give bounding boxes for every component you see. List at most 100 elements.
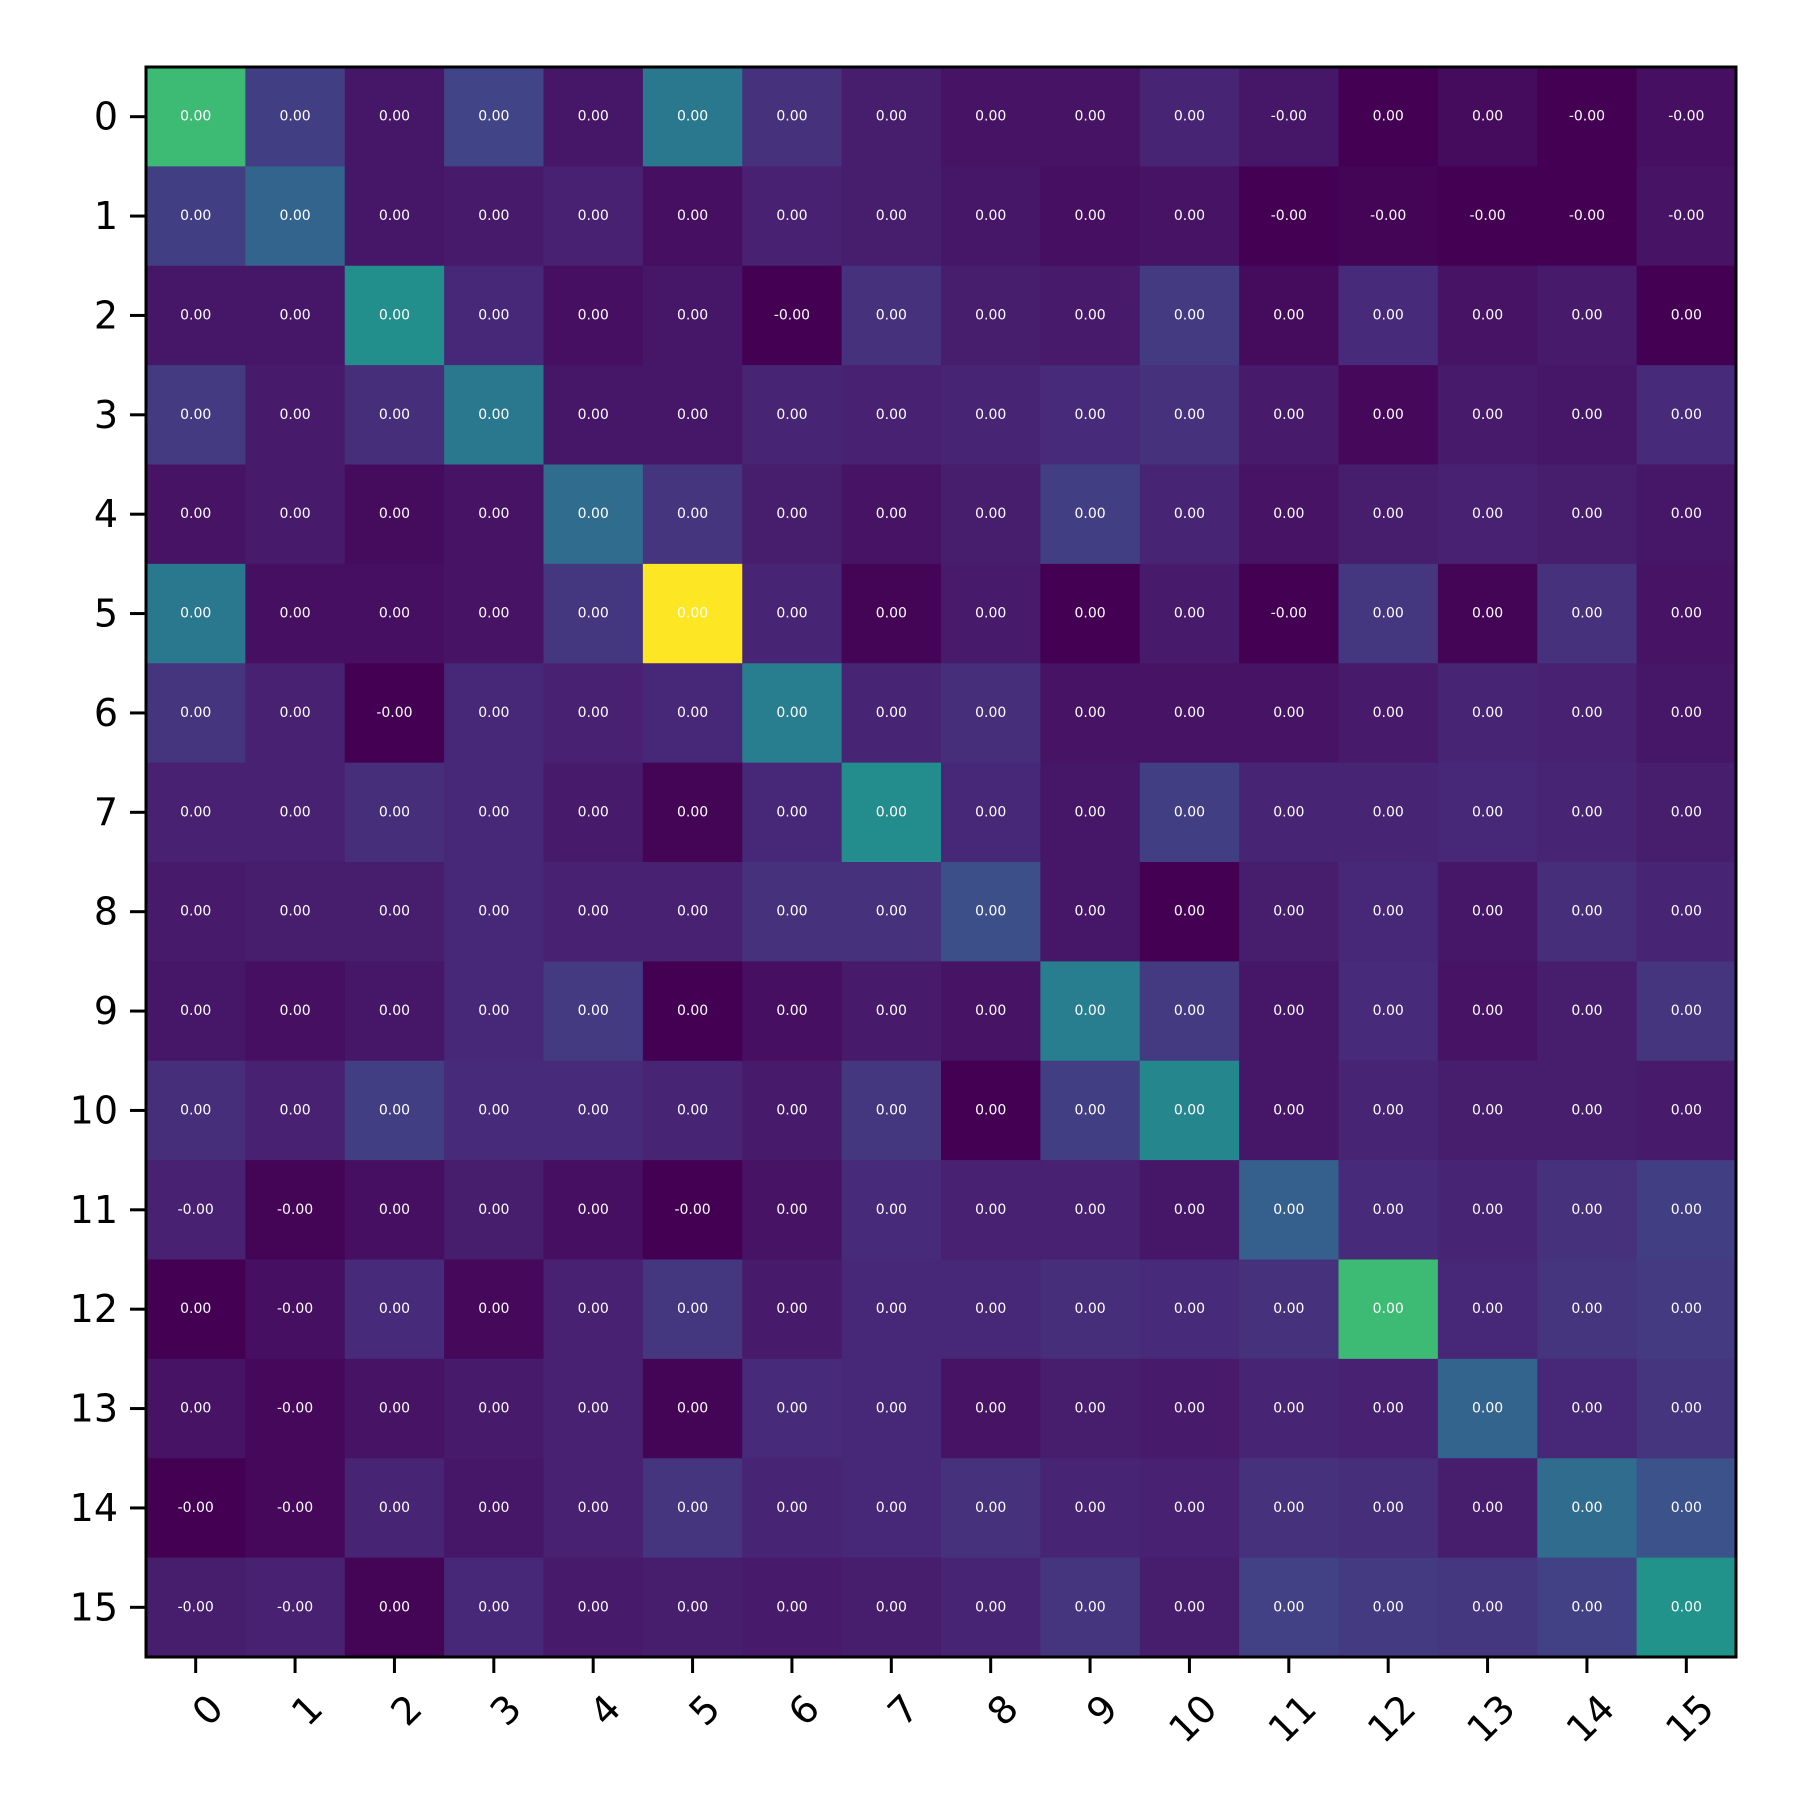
cell-value-label: 0.00	[1174, 904, 1205, 920]
heatmap-cell-r5-c11	[1239, 563, 1339, 664]
cell-value-label: 0.00	[677, 1003, 708, 1019]
heatmap-cell-r7-c10	[1139, 762, 1240, 863]
heatmap-cell-r13-c12	[1338, 1358, 1439, 1459]
heatmap-cell-r6-c12	[1338, 663, 1439, 764]
cell-value-label: 0.00	[876, 1102, 907, 1118]
heatmap-cell-r2-c7	[841, 265, 942, 366]
heatmap-cell-r15-c5	[642, 1557, 743, 1658]
heatmap-cell-r0-c10	[1139, 67, 1240, 167]
cell-value-label: 0.00	[1472, 307, 1503, 323]
heatmap-cell-r5-c15	[1636, 563, 1737, 664]
heatmap-cell-r10-c0	[146, 1060, 246, 1161]
heatmap-cell-r9-c9	[1040, 961, 1141, 1062]
heatmap-cell-r9-c15	[1636, 961, 1737, 1062]
heatmap-cell-r14-c0	[146, 1458, 246, 1559]
cell-value-label: 0.00	[776, 1301, 807, 1317]
heatmap-cell-r7-c11	[1239, 762, 1339, 863]
heatmap-cell-r0-c13	[1437, 67, 1538, 167]
heatmap-cell-r4-c4	[543, 464, 644, 565]
cell-value-label: 0.00	[279, 705, 310, 721]
cell-value-label: -0.00	[1668, 208, 1704, 224]
cell-value-label: 0.00	[1074, 904, 1105, 920]
heatmap-cell-r5-c5	[642, 563, 743, 664]
y-tick-label: 13	[70, 1387, 118, 1431]
x-tick-label: 5	[681, 1686, 729, 1734]
cell-value-label: 0.00	[1074, 307, 1105, 323]
heatmap-cell-r7-c8	[941, 762, 1041, 863]
heatmap-cell-r15-c12	[1338, 1557, 1439, 1658]
x-axis: 0 1 2 3 4 5 6 7 8 9 10 11 12 13 14 15	[184, 1657, 1722, 1751]
cell-value-label: 0.00	[478, 407, 509, 423]
heatmap-cell-r4-c9	[1040, 464, 1141, 565]
heatmap-cell-r11-c6	[742, 1160, 843, 1260]
cell-value-label: 0.00	[876, 1202, 907, 1218]
heatmap-cell-r0-c2	[344, 67, 445, 167]
heatmap-cell-r0-c12	[1338, 67, 1439, 167]
y-tick-label: 8	[94, 890, 118, 934]
cell-value-label: 0.00	[578, 407, 609, 423]
heatmap-cell-r9-c14	[1537, 961, 1638, 1062]
heatmap-cell-r4-c1	[245, 464, 346, 565]
heatmap-cell-r5-c0	[146, 563, 246, 664]
heatmap-cell-r15-c7	[841, 1557, 942, 1658]
cell-value-label: 0.00	[1671, 904, 1702, 920]
heatmap-cell-r13-c5	[642, 1358, 743, 1459]
cell-value-label: 0.00	[1373, 1301, 1404, 1317]
cell-value-label: 0.00	[1472, 1003, 1503, 1019]
heatmap-cell-r10-c5	[642, 1060, 743, 1161]
cell-value-label: 0.00	[279, 1102, 310, 1118]
heatmap-cell-r15-c3	[444, 1557, 544, 1658]
y-tick-label: 5	[94, 592, 118, 636]
cell-value-label: 0.00	[975, 109, 1006, 125]
cell-value-label: 0.00	[1373, 1202, 1404, 1218]
cell-value-label: 0.00	[975, 1102, 1006, 1118]
heatmap-cell-r12-c5	[642, 1259, 743, 1360]
heatmap-cell-r9-c6	[742, 961, 843, 1062]
heatmap-cell-r12-c10	[1139, 1259, 1240, 1360]
cell-value-label: 0.00	[975, 705, 1006, 721]
heatmap-cell-r6-c14	[1537, 663, 1638, 764]
cell-value-label: 0.00	[1174, 109, 1205, 125]
heatmap-cell-r2-c8	[941, 265, 1041, 366]
cell-value-label: 0.00	[1273, 506, 1304, 522]
heatmap-cell-r0-c8	[941, 67, 1041, 167]
heatmap-cell-r12-c13	[1437, 1259, 1538, 1360]
cell-value-label: 0.00	[1174, 506, 1205, 522]
cell-value-label: 0.00	[1074, 506, 1105, 522]
heatmap-cell-r9-c2	[344, 961, 445, 1062]
cell-value-label: 0.00	[1074, 1102, 1105, 1118]
cell-value-label: 0.00	[180, 1102, 211, 1118]
cell-value-label: 0.00	[379, 1301, 410, 1317]
heatmap-cell-r14-c14	[1537, 1458, 1638, 1559]
x-tick-label: 7	[879, 1686, 927, 1734]
x-tick-label: 14	[1558, 1686, 1623, 1751]
cell-value-label: 0.00	[1273, 1500, 1304, 1516]
cell-value-label: 0.00	[876, 1003, 907, 1019]
cell-value-label: 0.00	[180, 904, 211, 920]
cell-value-label: -0.00	[1668, 109, 1704, 125]
cell-value-label: 0.00	[478, 606, 509, 622]
heatmap-cell-r8-c8	[941, 862, 1041, 962]
cell-value-label: 0.00	[776, 804, 807, 820]
cell-value-label: 0.00	[876, 804, 907, 820]
heatmap-cell-r13-c8	[941, 1358, 1041, 1459]
cell-value-label: 0.00	[776, 904, 807, 920]
heatmap-cell-r4-c2	[344, 464, 445, 565]
heatmap-cell-r3-c5	[642, 365, 743, 465]
cell-value-label: 0.00	[478, 904, 509, 920]
heatmap-cell-r10-c13	[1437, 1060, 1538, 1161]
heatmap-cell-r10-c7	[841, 1060, 942, 1161]
heatmap-cell-r13-c11	[1239, 1358, 1339, 1459]
cell-value-label: 0.00	[578, 307, 609, 323]
heatmap-cell-r9-c13	[1437, 961, 1538, 1062]
cell-value-label: 0.00	[478, 1599, 509, 1615]
heatmap-cell-r0-c7	[841, 67, 942, 167]
cell-value-label: 0.00	[1074, 705, 1105, 721]
cell-value-label: -0.00	[1569, 208, 1605, 224]
heatmap-cell-r7-c2	[344, 762, 445, 863]
heatmap-cell-r9-c8	[941, 961, 1041, 1062]
heatmap-cell-r15-c13	[1437, 1557, 1538, 1658]
heatmap-cell-r2-c12	[1338, 265, 1439, 366]
heatmap-cell-r8-c6	[742, 862, 843, 962]
